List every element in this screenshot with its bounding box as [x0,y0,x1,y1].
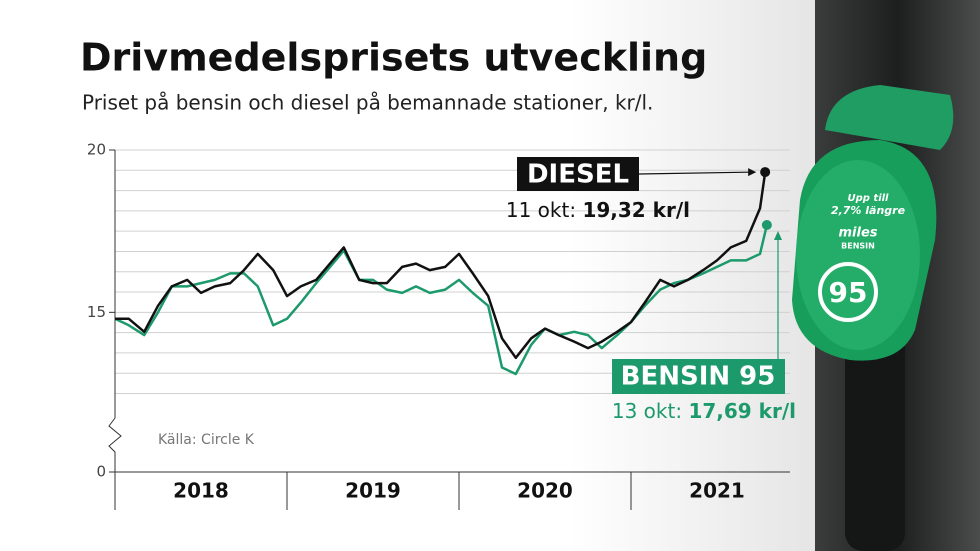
x-tick-label: 2019 [345,479,401,503]
y-tick-label: 0 [96,463,106,481]
photo-text: Upp till [848,193,890,204]
series-line [115,171,767,360]
chart-title: Drivmedelsprisets utveckling [80,36,707,80]
x-tick-label: 2021 [689,479,745,503]
label-box [612,359,785,394]
annotation-value: 19,32 kr/l [582,198,690,222]
grade-ring [818,262,878,322]
x-tick-label: 2020 [517,479,573,503]
annotation-date: 13 okt: [612,399,682,423]
series-line [114,224,769,376]
photo: Upp till 2,7% längre miles BENSIN 95 [792,0,980,551]
annotation: 13 okt: 17,69 kr/l [612,399,796,423]
series-label: DIESEL [527,160,629,190]
photo-text: BENSIN [841,242,875,251]
annotation-value: 17,69 kr/l [688,399,796,423]
nozzle-top [825,85,954,150]
pointer-head [774,231,782,240]
photo-text: 2,7% längre [831,204,906,217]
axis-break [108,417,122,472]
series-label: BENSIN 95 [621,362,776,392]
photo-text: 95 [829,276,868,309]
y-tick-label: 20 [87,141,106,159]
pointer [638,171,756,175]
end-point [760,167,771,178]
end-point [761,220,772,230]
label-box [517,157,639,191]
annotation-date: 11 okt: [506,198,576,222]
hose [845,330,905,551]
y-tick-label: 15 [87,303,106,321]
annotation: 11 okt: 19,32 kr/l [506,198,690,222]
subtitle: Priset på bensin och diesel på bemannade… [82,91,653,115]
nozzle-window [796,160,920,350]
pointer-head [748,168,757,177]
source: Källa: Circle K [158,432,255,448]
photo-text: miles [838,226,877,241]
x-tick-label: 2018 [173,479,229,503]
